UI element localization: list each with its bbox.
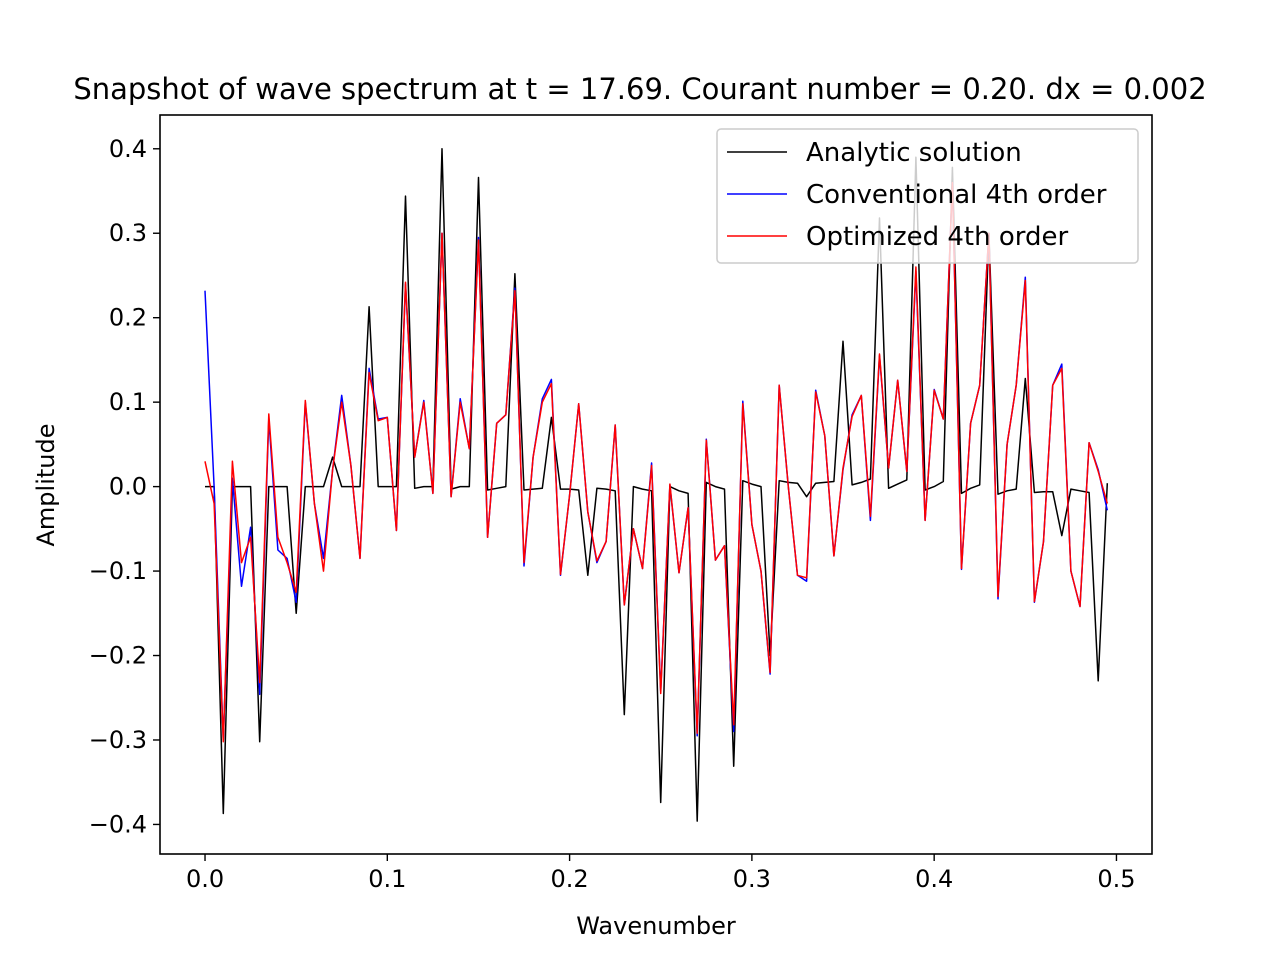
x-tick-label: 0.2 — [551, 865, 589, 893]
x-tick-label: 0.0 — [186, 865, 224, 893]
x-tick-label: 0.1 — [368, 865, 406, 893]
x-tick-label: 0.3 — [733, 865, 771, 893]
x-tick-label: 0.5 — [1097, 865, 1135, 893]
x-axis-label: Wavenumber — [576, 912, 736, 940]
x-axis: 0.0 0.1 0.2 0.3 0.4 0.5 — [186, 854, 1136, 893]
y-tick-label: 0.4 — [109, 135, 147, 163]
legend-label-2: Conventional 4th order — [806, 180, 1107, 210]
y-tick-label: 0.2 — [109, 304, 147, 332]
axes-frame — [159, 114, 1153, 855]
y-tick-label: 0.3 — [109, 219, 147, 247]
series-line-3 — [204, 181, 1109, 743]
legend: Analytic solution Conventional 4th order O… — [716, 128, 1139, 264]
y-axis: 0.4 0.3 0.2 0.1 0.0 −0.1 −0.2 −0.3 −0.4 — [89, 135, 160, 838]
y-tick-label: −0.1 — [89, 557, 147, 585]
y-tick-label: 0.1 — [109, 388, 147, 416]
y-tick-label: −0.4 — [89, 810, 147, 838]
plot-area — [204, 148, 1109, 822]
series-line-1 — [205, 148, 1109, 822]
x-tick-label: 0.4 — [915, 865, 953, 893]
legend-label-1: Analytic solution — [806, 138, 1022, 168]
legend-label-3: Optimized 4th order — [806, 222, 1068, 252]
y-tick-label: −0.2 — [89, 642, 147, 670]
y-axis-label: Amplitude — [32, 424, 60, 547]
y-tick-label: −0.3 — [89, 726, 147, 754]
legend-box — [716, 128, 1139, 264]
chart-title: Snapshot of wave spectrum at t = 17.69. … — [73, 72, 1206, 106]
y-tick-label: 0.0 — [109, 473, 147, 501]
